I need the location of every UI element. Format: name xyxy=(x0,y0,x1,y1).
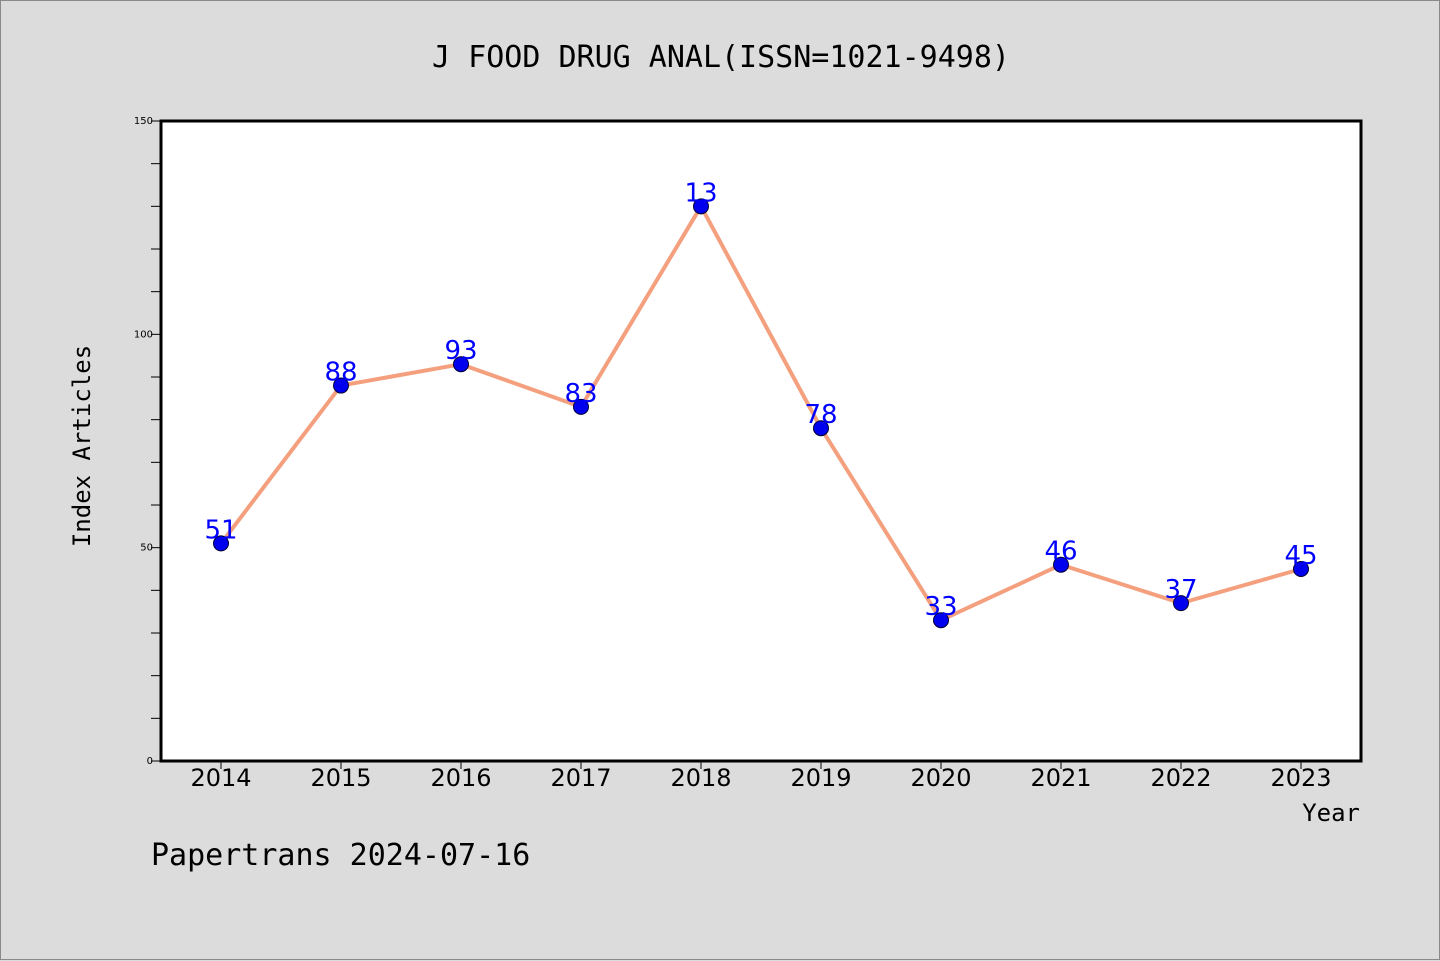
x-tick-label: 2017 xyxy=(550,764,611,792)
chart-title: J FOOD DRUG ANAL(ISSN=1021-9498) xyxy=(432,40,1010,75)
series-markers xyxy=(213,198,1309,629)
x-tick-label: 2021 xyxy=(1030,764,1091,792)
data-label: 45 xyxy=(1284,541,1317,571)
footer-credit: Papertrans 2024-07-16 xyxy=(151,838,530,873)
data-point xyxy=(453,356,469,373)
x-tick-label: 2022 xyxy=(1150,764,1211,792)
data-label: 83 xyxy=(564,379,597,409)
data-label: 13 xyxy=(684,178,717,208)
data-point xyxy=(333,377,349,394)
data-label: 33 xyxy=(924,592,957,622)
x-tick-label: 2014 xyxy=(190,764,251,792)
data-label: 51 xyxy=(204,515,237,545)
y-tick-label: 0 xyxy=(147,756,153,767)
x-tick-label: 2019 xyxy=(790,764,851,792)
x-axis-label: Year xyxy=(1302,799,1360,827)
data-point xyxy=(693,198,709,215)
x-tick-label: 2020 xyxy=(910,764,971,792)
x-tick-label: 2015 xyxy=(310,764,371,792)
data-label: 46 xyxy=(1044,537,1077,567)
data-labels: 51 88 93 83 13 78 33 46 37 45 xyxy=(204,178,1317,622)
data-label: 78 xyxy=(804,400,837,430)
y-tick-label: 150 xyxy=(134,116,153,127)
data-label: 93 xyxy=(444,336,477,366)
x-tick-label: 2018 xyxy=(670,764,731,792)
x-tick-label: 2016 xyxy=(430,764,491,792)
x-axis: 2014 2015 2016 2017 2018 2019 2020 2021 2022 2023 xyxy=(190,761,1332,792)
y-axis: 0 50 100 150 xyxy=(134,116,161,767)
series-line xyxy=(219,204,1302,623)
data-label: 37 xyxy=(1164,575,1197,605)
data-point xyxy=(213,535,229,552)
data-point xyxy=(1053,556,1069,573)
y-axis-label: Index Articles xyxy=(68,345,96,547)
x-tick-label: 2023 xyxy=(1270,764,1331,792)
y-tick-label: 50 xyxy=(140,543,153,554)
data-point xyxy=(1293,561,1309,577)
data-point xyxy=(933,612,949,629)
data-point xyxy=(813,420,829,437)
data-point xyxy=(573,398,589,415)
y-tick-label: 100 xyxy=(134,329,153,340)
plot-area xyxy=(159,119,1363,763)
data-point xyxy=(1173,595,1189,612)
data-label: 88 xyxy=(324,358,357,388)
